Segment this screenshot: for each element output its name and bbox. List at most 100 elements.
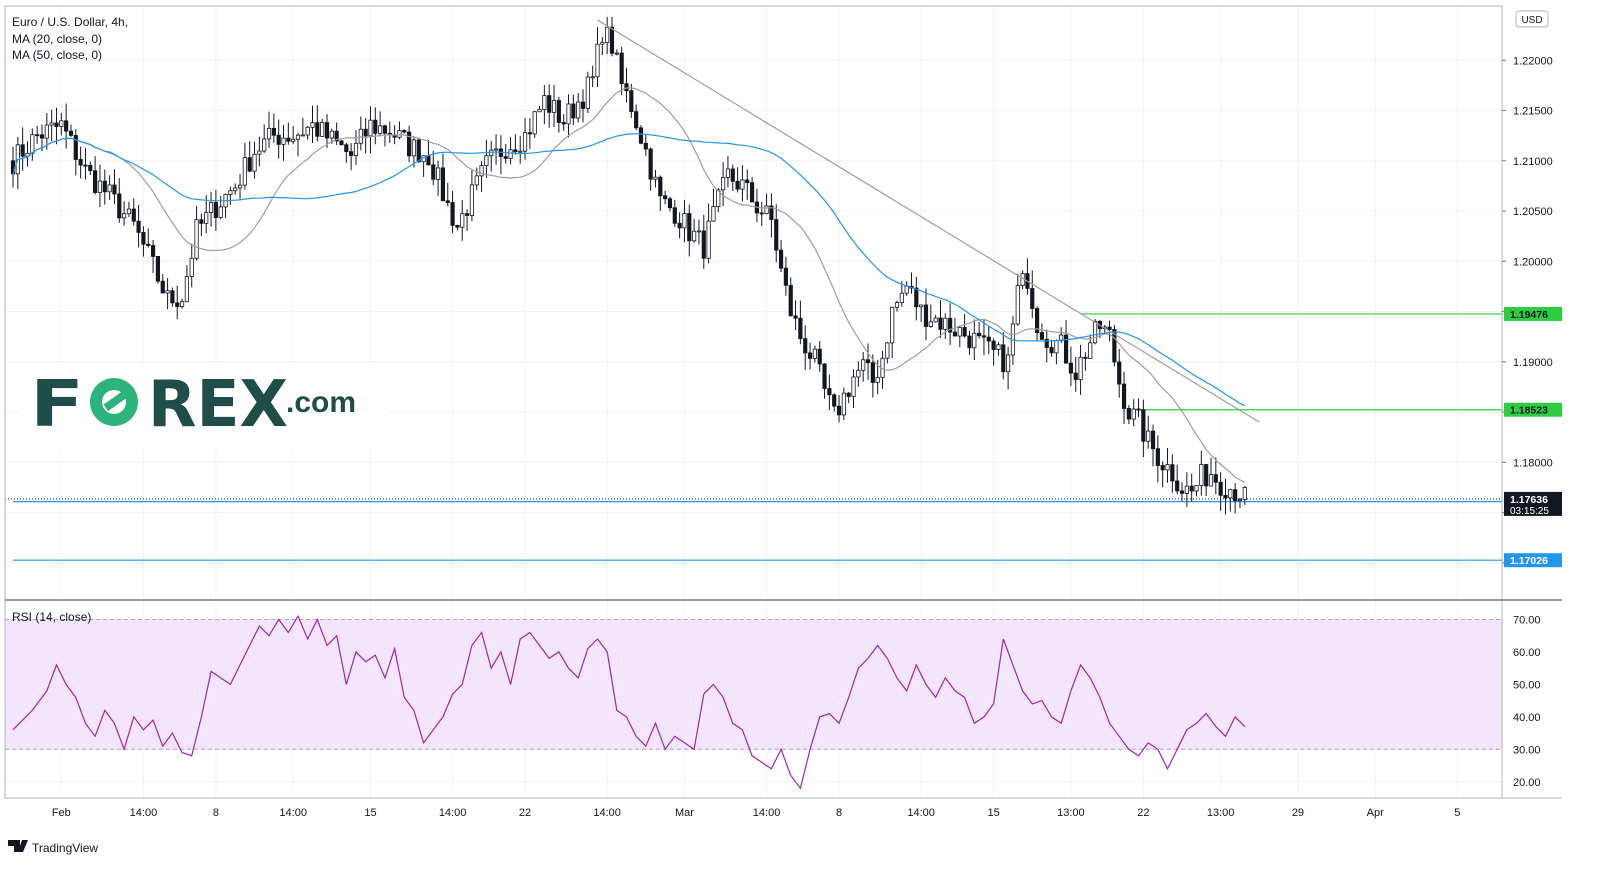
candle bbox=[798, 300, 803, 345]
candle-body bbox=[1126, 408, 1131, 420]
candle-body bbox=[1237, 499, 1243, 502]
price-tick-label: 1.19000 bbox=[1513, 357, 1553, 369]
candle bbox=[1218, 472, 1223, 511]
candle bbox=[605, 16, 610, 55]
candle bbox=[146, 228, 151, 248]
candle-body bbox=[803, 338, 808, 354]
rsi-tick-label: 30.00 bbox=[1513, 744, 1541, 756]
candle-body bbox=[991, 340, 996, 350]
candle-body bbox=[749, 182, 755, 203]
candle bbox=[609, 16, 615, 57]
candle-body bbox=[455, 224, 460, 228]
candle-body bbox=[634, 111, 639, 129]
candle bbox=[1001, 332, 1006, 380]
candle bbox=[44, 113, 49, 150]
candle-body bbox=[1223, 494, 1228, 499]
candle bbox=[489, 141, 494, 172]
candle-body bbox=[1030, 288, 1035, 309]
candle bbox=[590, 65, 595, 88]
candle-body bbox=[1078, 356, 1083, 381]
candle bbox=[1150, 424, 1156, 467]
candle bbox=[948, 303, 953, 345]
candle bbox=[1223, 478, 1228, 515]
last-price-tag-label: 1.17636 bbox=[1510, 494, 1548, 506]
candle bbox=[721, 161, 726, 207]
rsi-tick-label: 40.00 bbox=[1513, 712, 1541, 724]
candle bbox=[571, 94, 576, 125]
candle-body bbox=[358, 128, 363, 144]
candle bbox=[30, 128, 35, 161]
candle bbox=[1199, 450, 1204, 496]
candle bbox=[170, 287, 175, 307]
rsi-legend[interactable]: RSI (14, close) bbox=[12, 610, 91, 624]
candle-body bbox=[339, 140, 344, 146]
candle-body bbox=[1204, 464, 1209, 487]
time-tick-label: 13:00 bbox=[1207, 807, 1235, 819]
candle bbox=[498, 135, 503, 175]
candle bbox=[213, 189, 218, 231]
candle-body bbox=[648, 148, 653, 180]
candle bbox=[745, 169, 750, 200]
candle-body bbox=[1218, 481, 1223, 496]
candle-body bbox=[315, 122, 320, 137]
candle bbox=[102, 169, 107, 205]
candle-body bbox=[716, 189, 721, 208]
candle bbox=[131, 198, 136, 226]
candle bbox=[1204, 463, 1209, 496]
ma50-legend[interactable]: MA (50, close, 0) bbox=[12, 48, 102, 62]
candle bbox=[576, 92, 581, 123]
candle-body bbox=[1242, 487, 1247, 500]
candle bbox=[1092, 319, 1098, 345]
candle bbox=[904, 281, 909, 296]
candle-body bbox=[619, 52, 624, 85]
candle-body bbox=[1015, 285, 1020, 325]
candle-body bbox=[59, 120, 64, 127]
candle bbox=[774, 204, 779, 263]
candle bbox=[1146, 415, 1151, 449]
time-axis[interactable]: Feb 14:00 8 14:00 15 14:00 22 14:00 Mar 14:00 8 14:… bbox=[52, 807, 1461, 819]
forex-logo: F REX .com bbox=[18, 363, 390, 449]
rsi-axis[interactable]: 20.00 30.00 40.00 50.00 60.00 70.00 bbox=[1513, 614, 1541, 788]
candle-body bbox=[928, 321, 933, 327]
candle-body bbox=[967, 335, 972, 349]
candle bbox=[962, 313, 967, 338]
candle bbox=[252, 141, 257, 179]
price-axis[interactable]: 1.18000 1.19000 1.20000 1.20500 1.21000 1.215… bbox=[1502, 55, 1553, 564]
candle-body bbox=[1088, 342, 1093, 359]
tradingview-logo[interactable]: TradingView bbox=[8, 840, 98, 855]
candle bbox=[957, 325, 962, 348]
ma20-legend[interactable]: MA (20, close, 0) bbox=[12, 32, 102, 46]
candle bbox=[339, 139, 344, 146]
candle-body bbox=[83, 164, 88, 167]
candle-body bbox=[368, 119, 373, 137]
candle bbox=[619, 47, 624, 96]
candle-body bbox=[1121, 383, 1127, 409]
candle bbox=[692, 218, 697, 243]
candle bbox=[387, 121, 392, 143]
candle-body bbox=[948, 317, 953, 333]
candle-body bbox=[1054, 340, 1059, 354]
candle-body bbox=[1035, 308, 1040, 333]
candle bbox=[479, 161, 484, 192]
rsi-tick-label: 70.00 bbox=[1513, 614, 1541, 626]
candle bbox=[749, 177, 755, 203]
candle bbox=[363, 118, 368, 154]
candle bbox=[397, 121, 402, 140]
candle bbox=[189, 243, 194, 288]
candle bbox=[165, 278, 170, 310]
candle-body bbox=[1049, 347, 1054, 354]
candle bbox=[730, 164, 735, 191]
rsi-band bbox=[5, 618, 1502, 750]
candle-body bbox=[310, 122, 315, 128]
currency-badge[interactable] bbox=[1515, 10, 1549, 28]
candle-body bbox=[827, 388, 832, 396]
candle bbox=[445, 182, 450, 207]
candle-body bbox=[1107, 326, 1112, 330]
candle bbox=[561, 114, 566, 131]
candle bbox=[39, 124, 45, 152]
rsi-line-group bbox=[12, 614, 1246, 790]
candle-body bbox=[865, 359, 871, 364]
candle-body bbox=[117, 193, 122, 219]
candle-body bbox=[460, 213, 465, 228]
candle-body bbox=[300, 134, 305, 137]
